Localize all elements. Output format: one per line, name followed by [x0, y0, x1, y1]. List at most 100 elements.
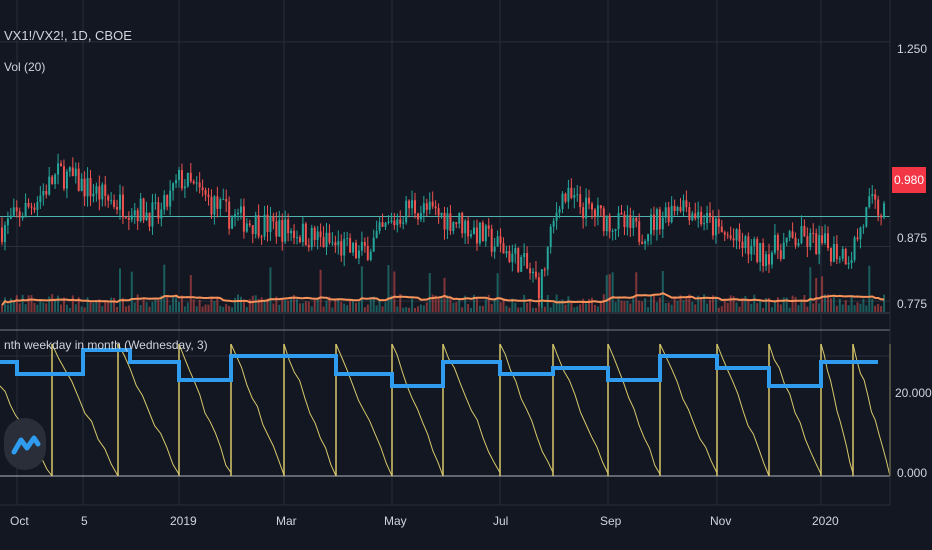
volume-bar: [151, 301, 154, 312]
candle-body: [98, 186, 101, 200]
candle-body: [709, 212, 711, 217]
volume-bar: [372, 296, 375, 312]
candle-body: [697, 211, 700, 219]
volume-bar: [635, 272, 638, 312]
candle-body: [352, 242, 355, 253]
volume-bar: [517, 307, 520, 312]
candle-body: [464, 220, 467, 234]
x-tick-sep: Sep: [600, 514, 622, 528]
volume-bar: [617, 298, 620, 312]
volume-bar: [446, 295, 449, 312]
candle-body: [57, 163, 60, 175]
candle-body: [12, 207, 15, 216]
volume-bar: [520, 307, 523, 312]
candle-body: [222, 199, 225, 201]
volume-ma-line: [1, 292, 885, 306]
indicator-series: [0, 343, 891, 477]
volume-bar: [673, 298, 676, 312]
candle-body: [602, 208, 605, 232]
candle-body: [257, 215, 260, 237]
volume-bar: [98, 299, 101, 312]
candle-body: [720, 226, 723, 233]
candle-body: [425, 203, 428, 210]
volume-bar: [290, 297, 293, 312]
volume-bar: [248, 299, 251, 312]
volume-bar: [363, 307, 366, 312]
volume-label[interactable]: Vol (20): [4, 60, 46, 74]
volume-bar: [257, 299, 260, 312]
candle-body: [428, 201, 431, 210]
volume-bar: [237, 294, 239, 312]
candle-body: [121, 194, 124, 218]
volume-bar: [263, 301, 266, 312]
volume-bar: [322, 306, 325, 312]
candle-body: [163, 195, 166, 210]
candle-body: [242, 206, 245, 232]
volume-bar: [467, 304, 470, 312]
volume-bar: [537, 299, 540, 312]
volume-bar: [502, 300, 505, 312]
candle-body: [328, 232, 331, 243]
candle-body: [555, 212, 558, 221]
x-tick-mar: Mar: [276, 514, 297, 528]
candle-body: [847, 263, 850, 265]
volume-bar: [416, 306, 419, 312]
volume-bar: [726, 302, 729, 312]
indicator-title[interactable]: nth weekday in month (Wednesday, 3): [4, 338, 208, 352]
candle-body: [652, 214, 655, 230]
symbol-title[interactable]: VX1!/VX2!, 1D, CBOE: [4, 28, 132, 43]
volume-bar: [51, 294, 54, 312]
candle-body: [116, 206, 119, 210]
candle-body: [470, 234, 473, 237]
volume-bar: [620, 300, 623, 312]
volume-bar: [387, 264, 390, 312]
volume-bar: [304, 301, 307, 312]
candle-body: [827, 233, 829, 249]
volume-bar: [729, 295, 732, 312]
volume-bar: [204, 304, 207, 312]
volume-bar: [310, 306, 313, 312]
candle-body: [189, 172, 192, 182]
volume-bar: [487, 294, 490, 312]
candle-body: [101, 184, 104, 200]
candle-body: [192, 181, 195, 184]
candle-body: [183, 186, 186, 189]
candle-body: [384, 222, 387, 227]
volume-bar: [868, 265, 871, 312]
volume-bar: [877, 303, 880, 312]
candle-body: [148, 212, 151, 227]
candle-body: [756, 239, 759, 262]
candle-body: [180, 169, 183, 189]
candle-body: [39, 195, 42, 203]
tradingview-logo-icon[interactable]: [4, 418, 46, 470]
volume-bar: [378, 300, 381, 312]
candle-body: [287, 219, 290, 234]
candle-body: [310, 227, 313, 248]
volume-bar: [779, 304, 782, 312]
candle-body: [467, 220, 470, 237]
volume-bar: [874, 305, 877, 312]
volume-bar: [154, 299, 157, 312]
volume-bar: [62, 297, 65, 312]
volume-bar: [632, 296, 635, 312]
volume-bar: [700, 297, 703, 312]
volume-bar: [464, 295, 467, 312]
volume-series: [1, 264, 886, 312]
candle-body: [717, 218, 720, 227]
candle-body: [293, 230, 296, 239]
candle-body: [375, 231, 378, 238]
volume-bar: [883, 294, 886, 312]
candle-body: [296, 237, 298, 239]
candle-body: [832, 243, 835, 262]
candle-body: [349, 238, 352, 253]
candle-body: [71, 167, 74, 177]
candle-body: [785, 237, 788, 243]
candle-body: [195, 182, 198, 184]
candle-body: [104, 184, 107, 196]
volume-bar: [127, 305, 130, 312]
candle-body: [877, 199, 880, 216]
volume-bar: [588, 299, 591, 312]
volume-bar: [278, 304, 281, 312]
volume-bar: [478, 305, 481, 312]
